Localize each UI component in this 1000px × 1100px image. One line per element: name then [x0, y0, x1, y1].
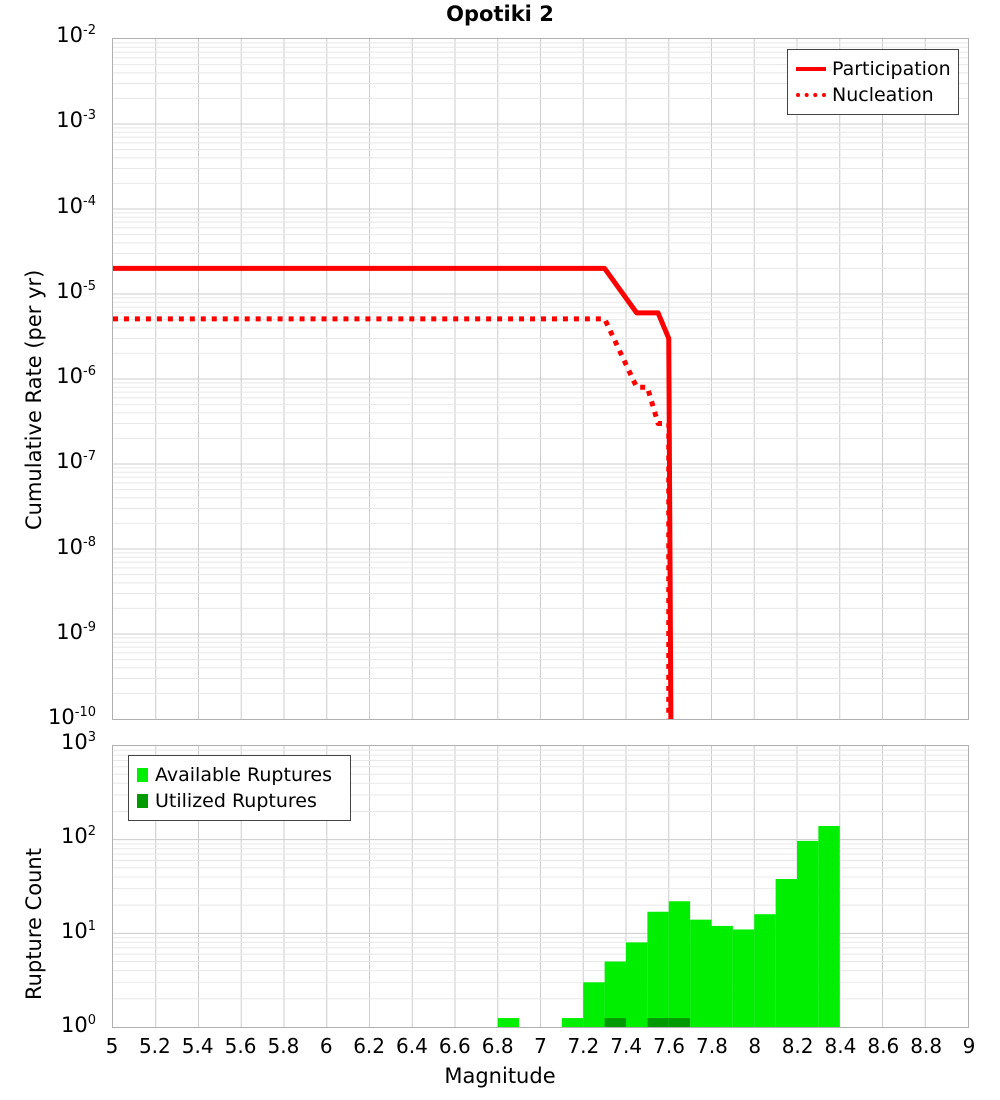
x-tick: 7.6	[653, 1034, 685, 1058]
top-y-tick: 10-7	[56, 449, 96, 474]
top-y-tick: 10-5	[56, 278, 96, 303]
bar-utilized	[647, 1018, 669, 1027]
legend-item-participation: Participation	[796, 56, 951, 82]
bar-available	[818, 825, 840, 1027]
series-nucleation	[113, 316, 672, 719]
legend-item-nucleation: Nucleation	[796, 82, 948, 108]
bar-available	[647, 911, 669, 1027]
top-y-tick: 10-4	[56, 193, 96, 218]
solid-line-icon	[796, 61, 826, 77]
bottom-y-tick: 100	[60, 1013, 96, 1037]
top-y-tick: 10-2	[56, 23, 96, 47]
bar-available	[561, 1018, 584, 1027]
x-tick: 8	[748, 1034, 762, 1058]
bar-available	[711, 925, 733, 1027]
bar-available	[668, 901, 691, 1027]
x-tick: 8.8	[910, 1034, 943, 1058]
page-title: Opotiki 2	[446, 2, 554, 26]
x-tick: 6.6	[438, 1034, 471, 1058]
x-tick: 8.6	[867, 1034, 900, 1058]
legend-label: Participation	[832, 58, 951, 80]
bar-available	[583, 982, 605, 1027]
bar-utilized	[668, 1018, 691, 1027]
x-tick: 7	[534, 1034, 547, 1058]
x-tick: 7.2	[567, 1034, 600, 1058]
top-y-tick: 10-10	[48, 705, 96, 729]
legend-label: Nucleation	[832, 84, 934, 106]
x-tick: 6.2	[353, 1034, 385, 1058]
x-tick: 6.8	[481, 1034, 514, 1058]
bar-available	[754, 914, 776, 1027]
x-tick: 6.4	[396, 1034, 428, 1058]
x-axis-title: Magnitude	[444, 1064, 556, 1088]
bar-available	[690, 919, 712, 1027]
legend-item-available-ruptures: Available Ruptures	[137, 762, 340, 788]
x-tick: 8.2	[781, 1034, 814, 1058]
x-tick: 5.6	[224, 1034, 257, 1058]
legend-label: Utilized Ruptures	[155, 790, 317, 812]
x-tick: 7.8	[695, 1034, 728, 1058]
legend-item-utilized-ruptures: Utilized Ruptures	[137, 788, 340, 814]
bottom-y-tick: 101	[60, 918, 96, 943]
x-tick: 5.8	[267, 1034, 300, 1058]
bar-utilized	[604, 1018, 626, 1027]
bottom-y-tick: 103	[60, 730, 96, 754]
top-y-tick: 10-9	[56, 619, 96, 644]
x-tick: 5.4	[181, 1034, 214, 1058]
top-y-tick: 10-3	[56, 108, 96, 133]
bar-available	[797, 840, 819, 1027]
dotted-line-icon	[796, 87, 826, 103]
x-tick: 9	[962, 1034, 976, 1058]
bar-available	[604, 961, 626, 1027]
bottom-y-tick: 102	[60, 824, 96, 849]
legend-label: Available Ruptures	[155, 764, 332, 786]
x-tick: 6	[319, 1034, 333, 1058]
top-y-tick-labels: 10-2 10-3 10-4 10-5 10-6 10-7 10-8 10-9 10-10	[0, 0, 104, 728]
series-participation	[113, 265, 674, 719]
top-y-tick: 10-8	[56, 534, 96, 559]
x-tick: 7.4	[610, 1034, 643, 1058]
bar-available	[626, 942, 648, 1027]
x-tick: 5	[105, 1034, 119, 1058]
bar-available	[497, 1018, 520, 1027]
bottom-legend: Available Ruptures Utilized Ruptures	[128, 755, 351, 821]
bar-available	[775, 879, 797, 1027]
cumulative-rate-plot	[112, 38, 969, 720]
color-swatch-icon	[137, 794, 148, 808]
x-tick: 8.4	[824, 1034, 857, 1058]
cumulative-rate-plot-canvas	[113, 39, 968, 719]
top-legend: Participation Nucleation	[787, 49, 959, 115]
top-y-tick: 10-6	[56, 364, 96, 388]
x-tick: 5.2	[138, 1034, 171, 1058]
bottom-y-tick-labels: 103 102 101 100	[0, 731, 104, 1040]
bar-available	[732, 929, 755, 1027]
color-swatch-icon	[137, 768, 148, 782]
